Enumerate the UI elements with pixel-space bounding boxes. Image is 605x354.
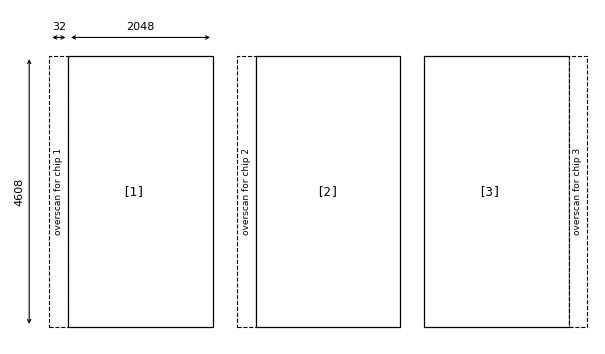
Text: [1]: [1] (122, 185, 145, 198)
Text: 4608: 4608 (15, 177, 25, 206)
Bar (50, 56, 68, 327)
Text: [2]: [2] (316, 185, 339, 198)
Text: [3]: [3] (478, 185, 500, 198)
Bar (569, 56, 587, 327)
Text: overscan for chip 1: overscan for chip 1 (54, 148, 64, 235)
Text: overscan for chip 3: overscan for chip 3 (574, 148, 583, 235)
Bar (68, 56, 213, 327)
Bar (424, 56, 569, 327)
Text: overscan for chip 2: overscan for chip 2 (241, 148, 250, 235)
Bar (237, 56, 255, 327)
Text: 2048: 2048 (126, 22, 155, 32)
Text: 32: 32 (52, 22, 66, 32)
Bar (255, 56, 400, 327)
